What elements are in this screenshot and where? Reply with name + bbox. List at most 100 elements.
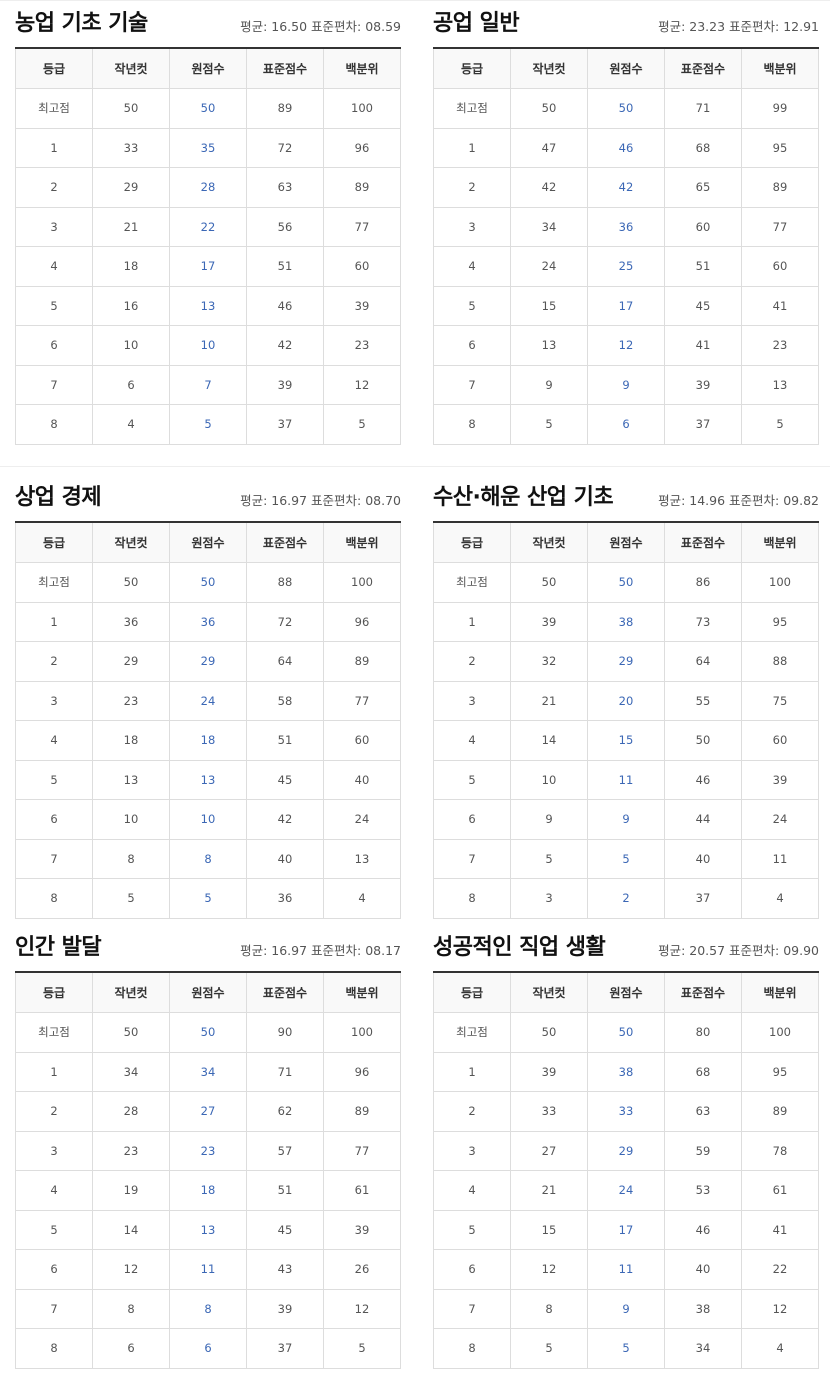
panel-header: 인간 발달 평균: 16.97 표준편차: 08.17 [15,924,401,973]
table-cell: 71 [246,1051,324,1092]
table-cell: 1 [433,1051,511,1092]
table-cell: 6 [15,325,93,366]
table-row: 5 15 17 46 41 [433,1209,819,1250]
table-cell: 3 [433,206,511,247]
table-cell: 1 [15,601,93,642]
table-cell: 95 [741,127,819,168]
grade-cut-table: 등급 작년컷 원점수 표준점수 백분위 최고점 50 50 88 100 1 36 36 72 96 2 29 2… [15,523,401,919]
table-cell: 39 [510,601,588,642]
subject-stats: 평균: 23.23 표준편차: 12.91 [658,19,819,34]
table-cell: 24 [741,799,819,840]
table-row: 7 8 9 38 12 [433,1288,819,1329]
table-cell: 13 [169,759,247,800]
table-cell: 23 [169,1130,247,1171]
table-cell: 51 [246,246,324,287]
table-cell: 11 [587,759,665,800]
table-cell: 44 [664,799,742,840]
table-cell: 40 [323,759,401,800]
table-cell: 5 [510,1328,588,1369]
table-header-row: 등급 작년컷 원점수 표준점수 백분위 [15,973,401,1013]
table-cell: 37 [246,1328,324,1369]
table-header-row: 등급 작년컷 원점수 표준점수 백분위 [15,523,401,563]
table-cell: 39 [741,759,819,800]
table-row: 7 8 8 39 12 [15,1288,401,1329]
table-cell: 15 [510,285,588,326]
table-cell: 10 [169,799,247,840]
table-cell: 23 [92,1130,170,1171]
table-cell: 65 [664,167,742,208]
table-cell: 41 [741,285,819,326]
table-cell: 15 [587,720,665,761]
table-cell: 1 [15,127,93,168]
table-cell: 7 [433,1288,511,1329]
subject-stats: 평균: 16.50 표준편차: 08.59 [240,19,401,34]
table-cell: 50 [510,562,588,603]
column-header: 원점수 [169,49,247,89]
table-cell: 46 [246,285,324,326]
table-cell: 50 [587,88,665,129]
table-row: 3 27 29 59 78 [433,1130,819,1171]
column-header: 표준점수 [664,523,742,563]
table-cell: 90 [246,1012,324,1053]
table-row: 2 28 27 62 89 [15,1091,401,1132]
table-row: 7 8 8 40 13 [15,838,401,879]
table-cell: 64 [664,641,742,682]
table-cell: 29 [92,167,170,208]
table-cell: 50 [92,88,170,129]
column-header: 등급 [15,49,93,89]
table-cell: 37 [246,404,324,445]
table-cell: 17 [587,1209,665,1250]
table-row: 8 3 2 37 4 [433,878,819,919]
subject-title: 인간 발달 [15,935,102,960]
table-row: 최고점 50 50 90 100 [15,1012,401,1053]
table-cell: 5 [587,1328,665,1369]
column-header: 백분위 [323,973,401,1013]
table-cell: 50 [92,1012,170,1053]
table-cell: 63 [664,1091,742,1132]
table-cell: 24 [510,246,588,287]
table-row: 2 29 29 64 89 [15,641,401,682]
table-cell: 60 [323,246,401,287]
table-cell: 9 [510,364,588,405]
table-cell: 86 [664,562,742,603]
table-cell: 6 [15,1249,93,1290]
column-header: 표준점수 [664,49,742,89]
column-header: 작년컷 [92,49,170,89]
table-cell: 36 [169,601,247,642]
table-cell: 27 [169,1091,247,1132]
grade-cut-panel: 수산·해운 산업 기초 평균: 14.96 표준편차: 09.82 등급 작년컷 원점수… [433,474,819,919]
table-cell: 9 [587,364,665,405]
column-header: 표준점수 [246,973,324,1013]
table-cell: 40 [246,838,324,879]
grade-cut-panel: 상업 경제 평균: 16.97 표준편차: 08.70 등급 작년컷 원점수 표준점수 백분… [15,474,401,919]
subject-title: 수산·해운 산업 기초 [433,485,614,510]
table-cell: 96 [323,127,401,168]
table-cell: 3 [510,878,588,919]
table-cell: 6 [433,1249,511,1290]
table-cell: 38 [587,1051,665,1092]
column-header: 표준점수 [246,523,324,563]
table-cell: 45 [246,759,324,800]
table-cell: 50 [169,88,247,129]
table-cell: 21 [510,680,588,721]
table-cell: 5 [433,285,511,326]
table-row: 8 5 6 37 5 [433,404,819,445]
table-cell: 39 [510,1051,588,1092]
table-cell: 50 [92,562,170,603]
table-cell: 10 [169,325,247,366]
table-cell: 29 [587,641,665,682]
table-cell: 43 [246,1249,324,1290]
table-cell: 100 [323,562,401,603]
grade-cut-table: 등급 작년컷 원점수 표준점수 백분위 최고점 50 50 80 100 1 39 38 68 95 2 33 3… [433,973,819,1369]
table-cell: 35 [169,127,247,168]
panel-header: 상업 경제 평균: 16.97 표준편차: 08.70 [15,474,401,523]
table-cell: 60 [323,720,401,761]
subject-stats: 평균: 16.97 표준편차: 08.17 [240,943,401,958]
table-cell: 50 [510,1012,588,1053]
table-header-row: 등급 작년컷 원점수 표준점수 백분위 [433,49,819,89]
table-cell: 42 [246,325,324,366]
table-cell: 50 [587,562,665,603]
table-cell: 2 [433,167,511,208]
grade-cut-panel: 성공적인 직업 생활 평균: 20.57 표준편차: 09.90 등급 작년컷 원점수 표… [433,924,819,1369]
table-row: 5 13 13 45 40 [15,759,401,800]
